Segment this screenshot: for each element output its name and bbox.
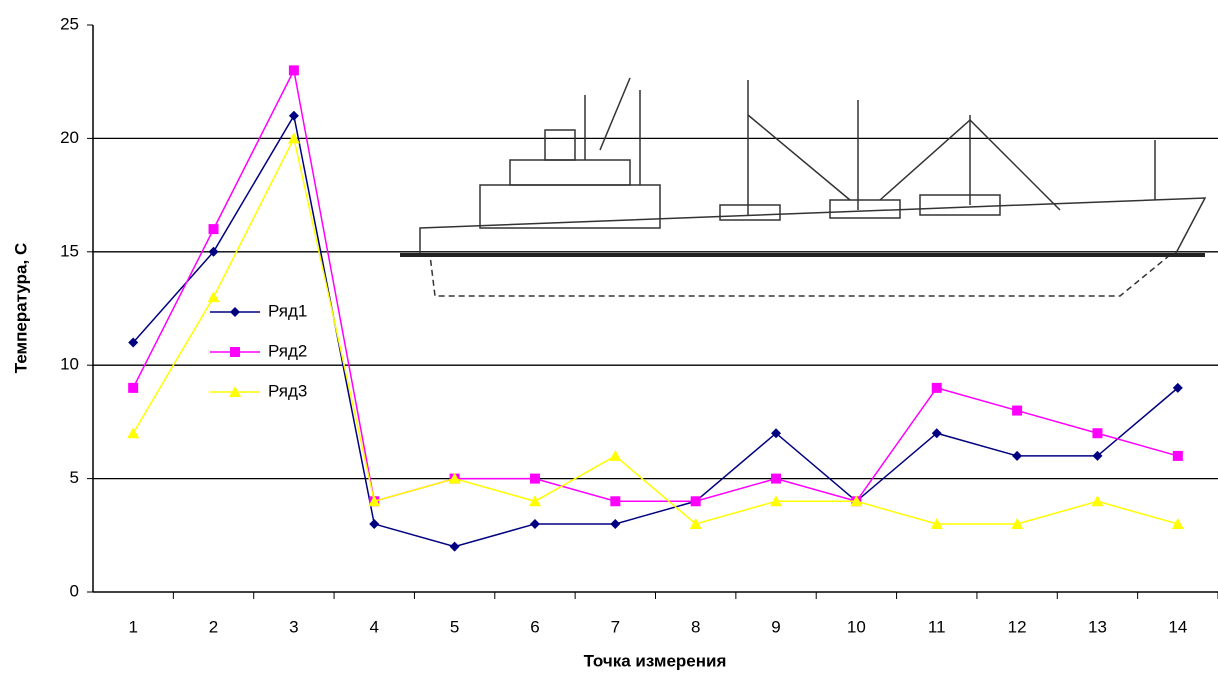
series-line: [133, 138, 1178, 524]
x-tick-label: 1: [128, 617, 137, 636]
x-tick-label: 14: [1168, 617, 1187, 636]
marker: [127, 427, 139, 438]
marker: [609, 450, 621, 461]
series: [127, 132, 1184, 529]
y-tick-label: 0: [70, 581, 79, 600]
marker: [209, 224, 219, 234]
x-tick-label: 11: [928, 617, 946, 636]
marker: [128, 383, 138, 393]
marker: [289, 65, 299, 75]
x-tick-label: 7: [611, 617, 620, 636]
series-line: [133, 116, 1178, 547]
x-tick-label: 10: [847, 617, 866, 636]
x-tick-label: 9: [771, 617, 780, 636]
x-tick-label: 4: [370, 617, 379, 636]
legend-label: Ряд2: [268, 341, 307, 360]
x-tick-label: 13: [1088, 617, 1107, 636]
x-axis-title: Точка измерения: [584, 651, 727, 670]
marker: [530, 519, 540, 529]
y-tick-label: 10: [60, 355, 79, 374]
marker: [1091, 495, 1103, 506]
x-tick-label: 3: [289, 617, 298, 636]
legend-marker: [230, 307, 240, 317]
marker: [1092, 428, 1102, 438]
marker: [932, 383, 942, 393]
y-axis-title: Температура, С: [11, 243, 30, 373]
y-tick-label: 5: [70, 468, 79, 487]
marker: [691, 496, 701, 506]
marker: [369, 519, 379, 529]
marker: [771, 474, 781, 484]
marker: [450, 542, 460, 552]
grid: [93, 138, 1218, 478]
y-tick-label: 25: [60, 14, 79, 33]
marker: [610, 519, 620, 529]
marker: [1173, 451, 1183, 461]
x-tick-label: 6: [530, 617, 539, 636]
marker: [1012, 451, 1022, 461]
x-tick-label: 2: [209, 617, 218, 636]
legend-label: Ряд1: [268, 301, 307, 320]
x-tick-label: 12: [1008, 617, 1027, 636]
ship-illustration: [400, 78, 1205, 296]
x-tick-label: 8: [691, 617, 700, 636]
series: [128, 65, 1183, 506]
chart: Точка измерения Температура, С 051015202…: [0, 0, 1218, 677]
y-tick-label: 15: [60, 241, 79, 260]
marker: [610, 496, 620, 506]
marker: [289, 111, 299, 121]
page: Точка измерения Температура, С 051015202…: [0, 0, 1218, 677]
series-line: [133, 70, 1178, 501]
marker: [208, 291, 220, 302]
y-tick-label: 20: [60, 128, 79, 147]
marker: [530, 474, 540, 484]
x-tick-label: 5: [450, 617, 459, 636]
legend-label: Ряд3: [268, 381, 307, 400]
marker: [1012, 406, 1022, 416]
series: [128, 111, 1183, 552]
legend-marker: [230, 347, 240, 357]
